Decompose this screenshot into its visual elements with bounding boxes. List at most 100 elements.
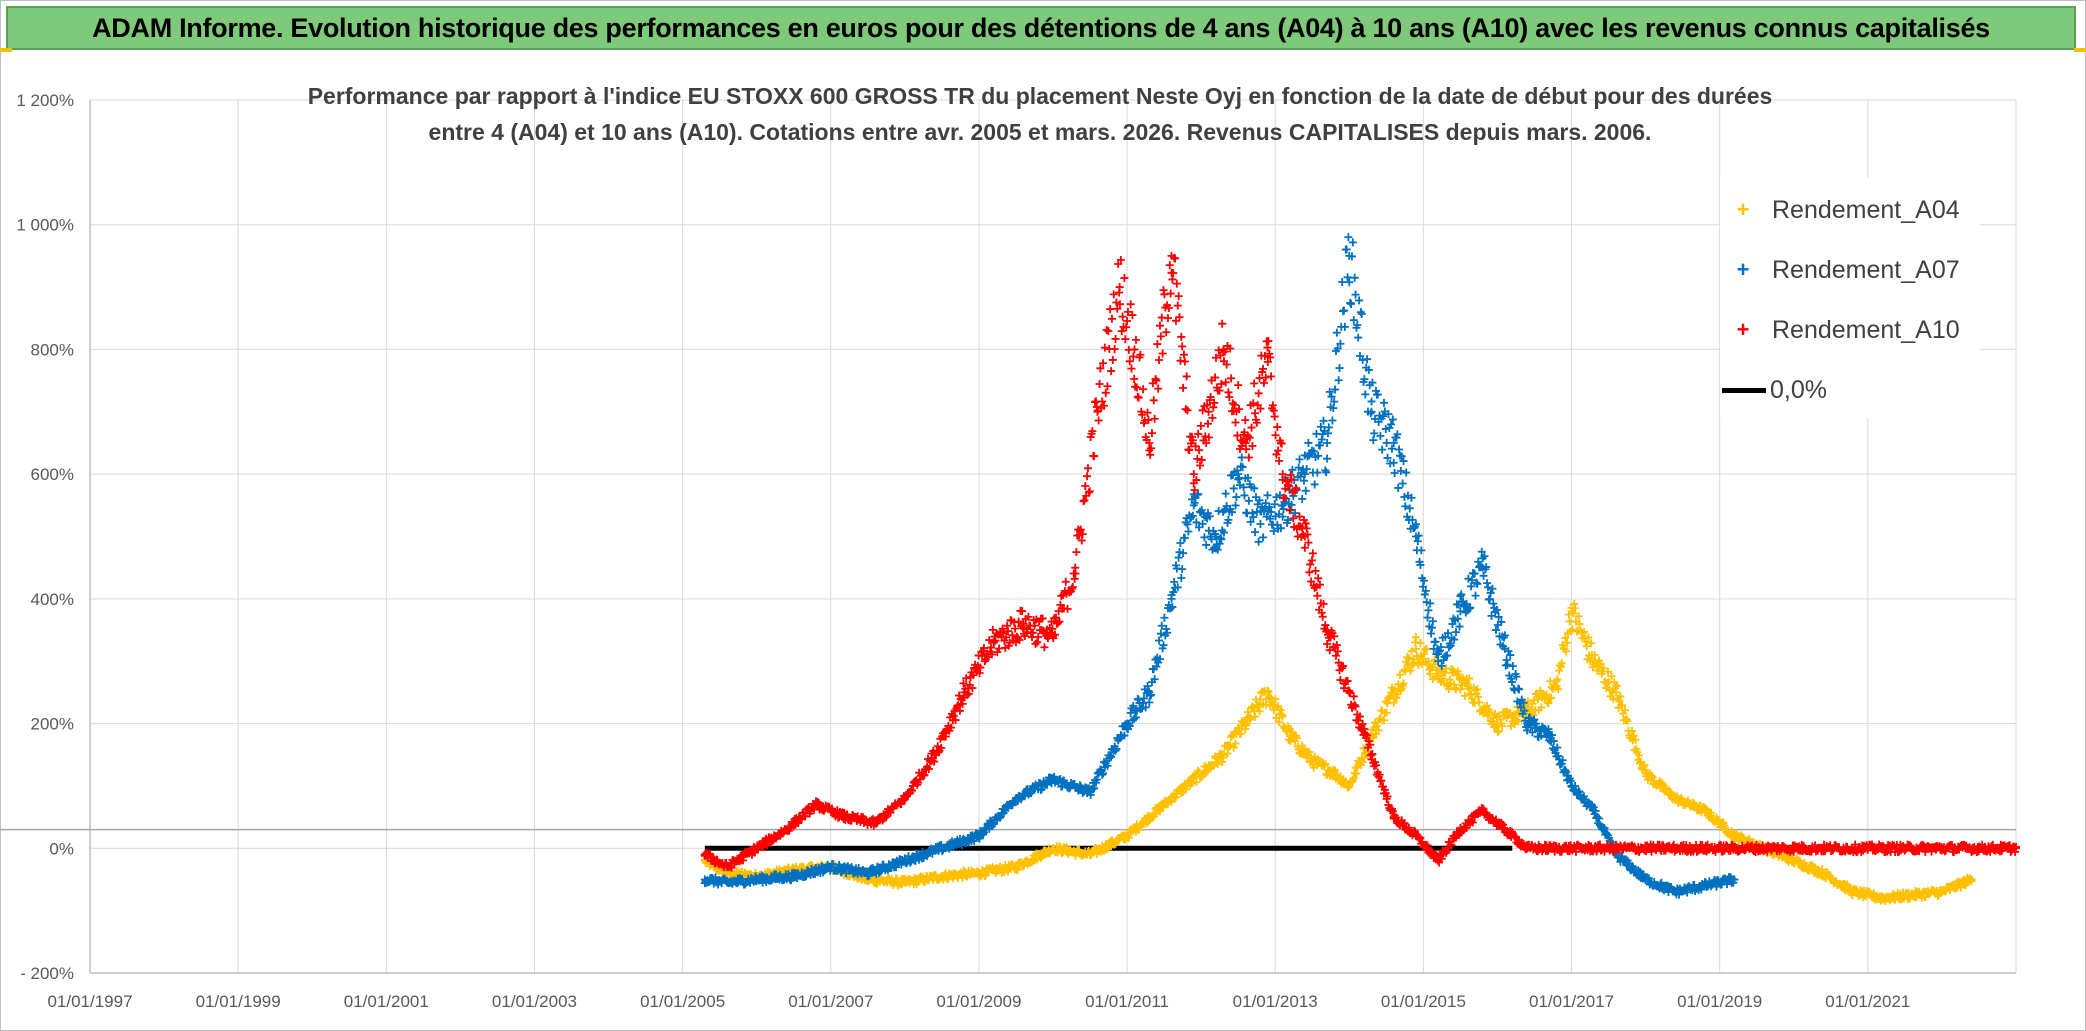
data-point-a07 — [1325, 387, 1334, 396]
data-point-a07 — [1368, 378, 1377, 387]
data-point-a10 — [1100, 343, 1109, 352]
data-point-a07 — [1457, 590, 1466, 599]
data-point-a04 — [1231, 739, 1240, 748]
data-point-a04 — [1603, 667, 1612, 676]
data-point-a10 — [1231, 418, 1240, 427]
x-tick-label: 01/01/2003 — [492, 992, 577, 1011]
data-point-a04 — [1305, 748, 1314, 757]
data-point-a07 — [1379, 412, 1388, 421]
data-point-a07 — [1180, 533, 1189, 542]
data-point-a07 — [1202, 540, 1211, 549]
data-point-a04 — [1485, 708, 1494, 717]
data-point-a07 — [1179, 549, 1188, 558]
x-tick-label: 01/01/2015 — [1381, 992, 1466, 1011]
data-point-a04 — [1449, 666, 1458, 675]
data-point-a10 — [1173, 301, 1182, 310]
data-point-a10 — [1174, 292, 1183, 301]
x-tick-label: 01/01/2001 — [344, 992, 429, 1011]
data-point-a10 — [1204, 407, 1213, 416]
data-point-a10 — [1203, 419, 1212, 428]
data-point-a10 — [1241, 416, 1250, 425]
data-point-a07 — [1466, 603, 1475, 612]
data-point-a04 — [1352, 769, 1361, 778]
data-point-a10 — [1307, 556, 1316, 565]
data-point-a07 — [1398, 479, 1407, 488]
data-point-a10 — [1247, 423, 1256, 432]
data-point-a07 — [1213, 545, 1222, 554]
data-point-a10 — [1181, 405, 1190, 414]
y-tick-label: 1 000% — [16, 216, 74, 235]
data-point-a04 — [1590, 651, 1599, 660]
data-point-a07 — [1168, 603, 1177, 612]
legend-label-a04: Rendement_A04 — [1772, 195, 1960, 224]
data-point-a07 — [975, 834, 984, 843]
data-point-a10 — [1165, 261, 1174, 270]
data-point-a10 — [1072, 548, 1081, 557]
data-point-a10 — [1127, 364, 1136, 373]
data-point-a04 — [1627, 726, 1636, 735]
legend-item-a07: + Rendement_A07 — [1720, 250, 1960, 290]
data-point-a07 — [1324, 423, 1333, 432]
data-point-a07 — [1217, 535, 1226, 544]
data-point-a04 — [1475, 698, 1484, 707]
x-tick-label: 01/01/1999 — [196, 992, 281, 1011]
data-point-a07 — [1347, 299, 1356, 308]
data-point-a07 — [1366, 409, 1375, 418]
y-tick-label: - 200% — [20, 964, 74, 983]
data-point-a10 — [1115, 288, 1124, 297]
data-point-a07 — [1229, 484, 1238, 493]
data-point-a07 — [1288, 465, 1297, 474]
data-point-a10 — [1156, 332, 1165, 341]
data-point-a07 — [1176, 538, 1185, 547]
data-point-a07 — [1159, 641, 1168, 650]
data-point-a07 — [1335, 364, 1344, 373]
data-point-a07 — [1426, 599, 1435, 608]
data-point-a10 — [1126, 300, 1135, 309]
data-point-a10 — [1018, 607, 1027, 616]
data-point-a10 — [1130, 375, 1139, 384]
data-point-a10 — [1101, 388, 1110, 397]
data-point-a07 — [1192, 518, 1201, 527]
report-title-banner: ADAM Informe. Evolution historique des p… — [6, 6, 2076, 50]
data-point-a04 — [1623, 717, 1632, 726]
data-point-a10 — [1162, 328, 1171, 337]
data-point-a07 — [1349, 316, 1358, 325]
data-point-a07 — [1376, 431, 1385, 440]
data-point-a07 — [1090, 784, 1099, 793]
data-point-a07 — [1351, 290, 1360, 299]
data-point-a04 — [1563, 638, 1572, 647]
data-point-a04 — [1242, 721, 1251, 730]
data-point-a10 — [1183, 406, 1192, 415]
data-point-a07 — [1497, 617, 1506, 626]
data-point-a07 — [1492, 606, 1501, 615]
data-point-a10 — [1030, 621, 1039, 630]
data-point-a07 — [1221, 489, 1230, 498]
data-point-a07 — [1408, 515, 1417, 524]
data-point-a07 — [1431, 637, 1440, 646]
banner-accent-right — [2074, 48, 2086, 52]
data-point-a04 — [1483, 701, 1492, 710]
data-point-a10 — [1080, 496, 1089, 505]
data-point-a07 — [1353, 321, 1362, 330]
data-point-a07 — [1173, 583, 1182, 592]
data-point-a07 — [1263, 491, 1272, 500]
data-point-a07 — [1269, 526, 1278, 535]
data-point-a10 — [1179, 383, 1188, 392]
data-point-a07 — [1254, 537, 1263, 546]
data-point-a07 — [1453, 614, 1462, 623]
data-point-a07 — [1394, 483, 1403, 492]
data-point-a07 — [1354, 333, 1363, 342]
data-point-a07 — [1240, 491, 1249, 500]
data-point-a07 — [1141, 703, 1150, 712]
data-point-a07 — [1332, 328, 1341, 337]
data-point-a07 — [1446, 641, 1455, 650]
data-point-a04 — [1464, 684, 1473, 693]
data-point-a10 — [1104, 327, 1113, 336]
data-point-a07 — [1558, 756, 1567, 765]
data-point-a07 — [1309, 447, 1318, 456]
data-point-a07 — [1344, 233, 1353, 242]
data-point-a07 — [1401, 502, 1410, 511]
data-point-a10 — [1094, 416, 1103, 425]
data-point-a10 — [1163, 314, 1172, 323]
data-point-a04 — [1584, 633, 1593, 642]
